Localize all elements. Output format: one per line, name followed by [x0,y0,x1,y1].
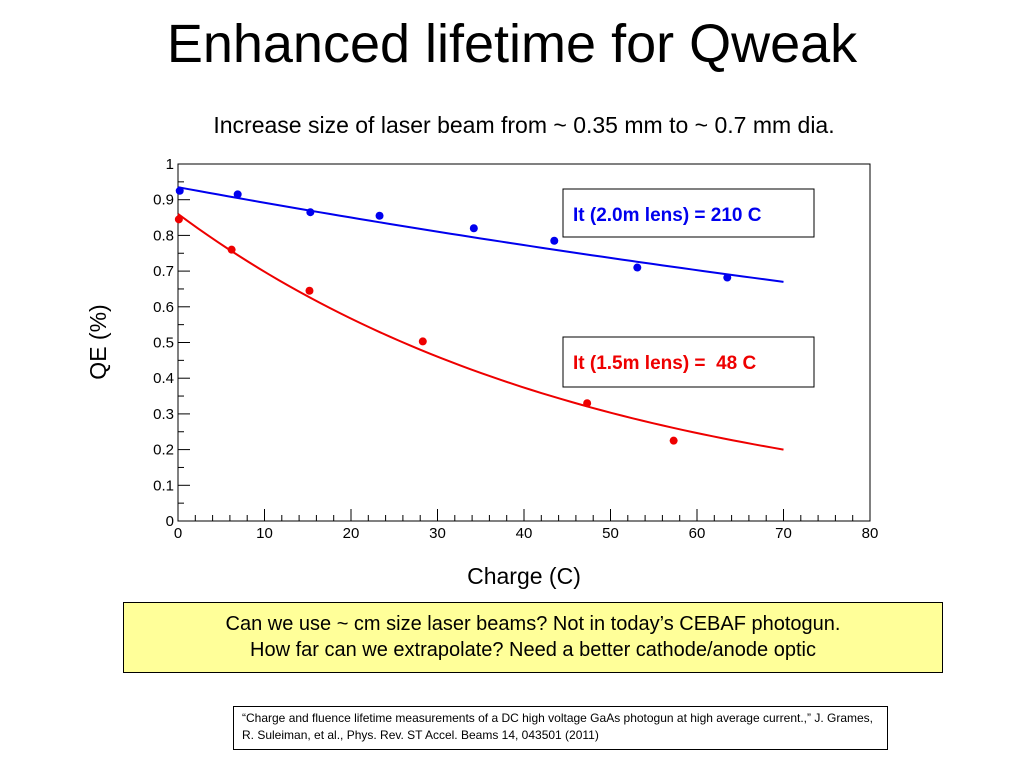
y-tick-label: 0.2 [153,442,174,459]
fit-curve-series-1 [177,213,784,451]
slide-subtitle: Increase size of laser beam from ~ 0.35 … [213,112,835,138]
x-tick-label: 50 [602,525,619,542]
question-note: Can we use ~ cm size laser beams? Not in… [123,602,943,673]
x-axis-title: Charge (C) [467,563,581,589]
x-tick-label: 80 [862,525,879,542]
slide-title: Enhanced lifetime for Qweak [166,14,858,74]
data-point-series-0 [550,236,559,245]
y-tick-label: 0.8 [153,227,174,244]
y-tick-label: 0.4 [153,370,174,387]
note-line-2: How far can we extrapolate? Need a bette… [250,639,816,661]
x-tick-label: 0 [174,525,182,542]
data-point-series-0 [469,224,478,233]
data-point-series-0 [633,263,642,272]
data-point-series-1 [583,399,592,408]
y-tick-label: 0.6 [153,299,174,316]
qe-vs-charge-chart: 0 10 20 30 40 50 60 70 80 0 0.1 0.2 0.3 0.4 0.5 0.6 0.7 0… [85,156,878,589]
y-tick-label: 0.1 [153,477,174,494]
note-line-1: Can we use ~ cm size laser beams? Not in… [225,613,841,635]
data-point-series-1 [669,436,678,445]
fit-curve-series-0 [177,186,784,283]
legend-red-label: It (1.5m lens) = 48 C [573,353,756,374]
data-point-series-1 [227,245,236,254]
y-tick-label: 1 [166,156,174,173]
legend-blue-label: It (2.0m lens) = 210 C [573,205,762,226]
data-point-series-1 [174,215,183,224]
x-tick-label: 40 [516,525,533,542]
x-tick-label: 20 [343,525,360,542]
x-tick-label: 70 [775,525,792,542]
citation-box: “Charge and fluence lifetime measurement… [233,706,888,750]
y-axis-title: QE (%) [85,304,111,379]
x-tick-label: 30 [429,525,446,542]
y-tick-label: 0.7 [153,263,174,280]
data-point-series-0 [175,186,184,195]
legend-red-box [562,336,815,388]
axis-ticks: 0 10 20 30 40 50 60 70 80 0 0.1 0.2 0.3 0.4 0.5 0.6 0.7 0… [153,156,878,542]
legend-red: It (1.5m lens) = 48 C [562,336,815,388]
data-point-series-0 [306,208,315,217]
data-points [174,186,732,445]
legend-blue-box [562,188,815,238]
legend-blue: It (2.0m lens) = 210 C [562,188,815,238]
y-tick-label: 0 [166,513,174,530]
x-tick-label: 60 [689,525,706,542]
fit-curves [177,186,784,451]
y-tick-label: 0.3 [153,406,174,423]
data-point-series-0 [233,190,242,199]
y-tick-label: 0.5 [153,335,174,352]
data-point-series-0 [723,273,732,282]
y-tick-label: 0.9 [153,192,174,209]
data-point-series-1 [418,337,427,346]
data-point-series-1 [305,286,314,295]
x-tick-label: 10 [256,525,273,542]
data-point-series-0 [375,211,384,220]
